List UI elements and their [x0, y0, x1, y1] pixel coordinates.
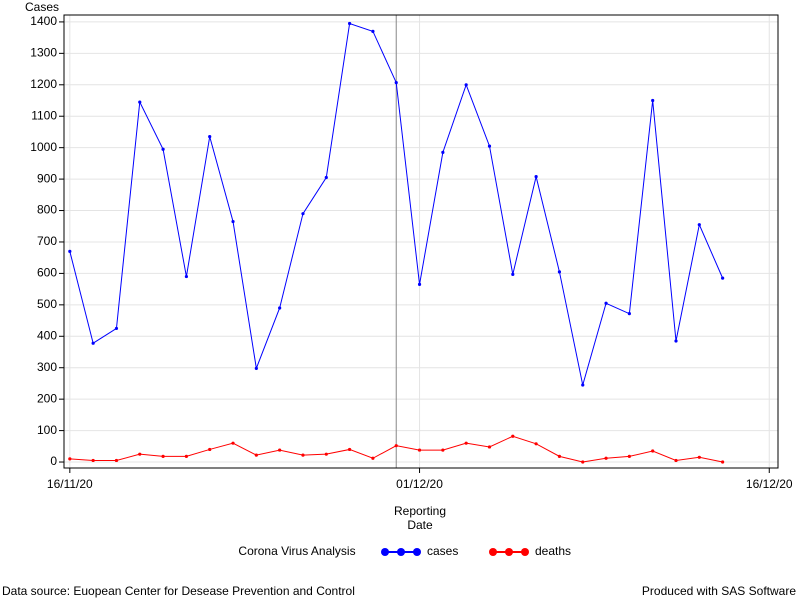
data-point: [184, 274, 188, 279]
legend-marker: [413, 548, 421, 556]
legend-marker: [505, 548, 513, 556]
data-point: [581, 460, 585, 464]
y-tick-label: 100: [37, 423, 57, 437]
plot-frame: [63, 14, 779, 469]
data-point: [254, 366, 258, 370]
data-point: [721, 276, 725, 280]
y-tick-label: 1100: [31, 108, 57, 122]
data-point: [464, 83, 468, 87]
y-tick-label: 300: [37, 360, 57, 374]
y-tick-label: 1400: [30, 14, 57, 28]
y-tick-label: 600: [37, 266, 57, 280]
data-point: [371, 29, 375, 33]
data-point: [674, 339, 678, 343]
data-point: [91, 458, 95, 463]
data-point: [487, 445, 492, 449]
data-point: [394, 444, 398, 448]
x-tick-label: 16/12/20: [746, 477, 793, 491]
data-point: [651, 449, 655, 453]
y-tick-label: 800: [37, 203, 57, 217]
data-point: [604, 456, 608, 460]
y-axis-label: Cases: [25, 0, 59, 14]
data-point: [324, 175, 328, 180]
data-point: [114, 326, 119, 331]
data-point: [231, 219, 235, 224]
data-point: [301, 212, 305, 216]
data-point: [604, 301, 608, 305]
data-point: [254, 453, 258, 457]
data-point: [534, 174, 538, 179]
data-point: [278, 448, 282, 452]
data-point: [441, 150, 445, 154]
data-point: [674, 458, 678, 463]
y-tick-label: 1000: [30, 140, 57, 154]
data-point: [138, 452, 142, 456]
data-point: [511, 272, 515, 276]
y-tick-label: 900: [37, 171, 57, 185]
y-tick-label: 200: [37, 391, 57, 405]
legend-label: cases: [427, 544, 458, 558]
data-point: [417, 448, 422, 452]
data-point: [627, 454, 631, 458]
data-point: [371, 456, 375, 460]
data-point: [627, 312, 631, 316]
data-point: [138, 100, 142, 104]
y-tick-label: 1300: [30, 46, 57, 60]
data-point: [324, 452, 328, 456]
data-point: [557, 270, 562, 274]
data-point: [184, 454, 188, 458]
y-tick-label: 1200: [30, 77, 57, 91]
data-point: [511, 434, 515, 438]
data-point: [417, 282, 422, 287]
y-tick-label: 700: [37, 234, 57, 248]
x-axis-label: Reporting Date: [393, 504, 447, 532]
data-point: [114, 458, 119, 463]
data-point: [208, 447, 212, 452]
data-point: [557, 454, 562, 458]
x-tick-label: 16/11/20: [47, 477, 93, 491]
y-tick-label: 400: [37, 328, 57, 342]
data-point: [697, 223, 701, 227]
legend-marker: [381, 548, 389, 556]
data-point: [651, 98, 655, 103]
data-point: [534, 442, 538, 446]
data-point: [231, 441, 235, 445]
footnote-left: Data source: Euopean Center for Desease …: [2, 584, 355, 598]
legend-marker: [521, 548, 529, 556]
data-point: [68, 457, 72, 461]
data-point: [487, 144, 492, 148]
legend-marker: [397, 548, 405, 556]
data-point: [161, 147, 165, 151]
data-point: [278, 306, 282, 310]
legend-label: deaths: [535, 544, 571, 558]
data-point: [441, 448, 445, 452]
data-point: [161, 454, 165, 458]
data-point: [394, 80, 398, 85]
data-point: [721, 460, 725, 464]
data-point: [697, 455, 701, 459]
data-point: [301, 453, 305, 457]
data-point: [464, 441, 468, 445]
data-point: [208, 135, 212, 139]
data-point: [348, 21, 352, 26]
data-point: [68, 249, 72, 254]
legend-marker: [489, 548, 497, 556]
y-tick-label: 500: [37, 297, 57, 311]
legend-title: Corona Virus Analysis: [238, 544, 355, 558]
data-point: [581, 383, 585, 387]
data-point: [91, 341, 95, 345]
data-point: [348, 447, 352, 452]
footnote-right: Produced with SAS Software: [642, 584, 796, 598]
x-tick-label: 01/12/20: [396, 477, 443, 491]
y-tick-label: 0: [50, 454, 57, 468]
